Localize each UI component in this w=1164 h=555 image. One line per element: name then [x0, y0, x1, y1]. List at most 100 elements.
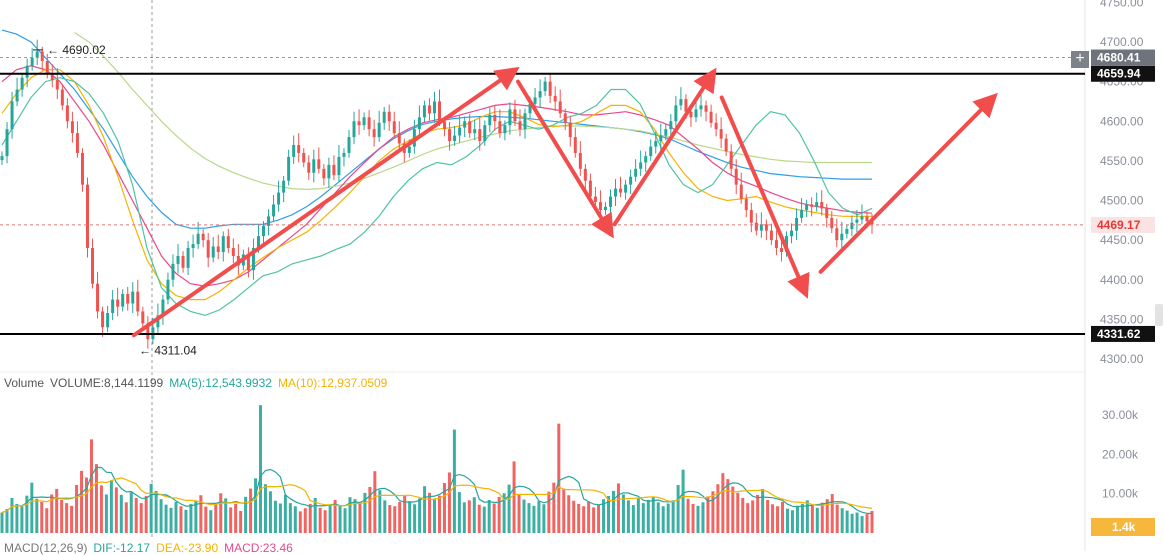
volume-bar: [512, 461, 516, 533]
candle-body: [256, 236, 260, 249]
candle-body: [639, 162, 643, 169]
candle-body: [397, 133, 401, 144]
volume-ma5-line: [1, 466, 873, 515]
volume-bar: [447, 472, 451, 533]
candlesticks: [0, 39, 874, 349]
axis-scroll-handle: [1155, 304, 1163, 326]
volume-bar: [35, 498, 39, 533]
candle-body: [488, 114, 492, 126]
candle-body: [518, 121, 522, 130]
candle-body: [101, 311, 105, 328]
volume-bar: [149, 483, 153, 533]
macd-legend-dea: DEA:-23.90: [156, 541, 219, 555]
volume-bar: [358, 502, 362, 533]
candle-body: [805, 204, 809, 211]
candle-body: [0, 156, 4, 161]
price-level-tag-label: 4331.62: [1097, 327, 1141, 341]
moving-average-ma_c: [1, 65, 873, 287]
candle-body: [372, 129, 376, 138]
volume-bar: [413, 504, 417, 533]
volume-bar: [368, 486, 372, 533]
volume-legend-label: Volume: [4, 376, 45, 390]
volume-bar: [159, 499, 163, 533]
volume-bar: [144, 496, 148, 533]
candle-body: [30, 57, 34, 66]
candle-body: [629, 176, 633, 185]
candle-body: [10, 101, 14, 130]
volume-bar: [70, 505, 74, 533]
volume-bar: [139, 503, 143, 533]
candle-body: [749, 210, 753, 223]
candle-body: [840, 233, 844, 241]
volume-bar: [428, 492, 432, 533]
candle-body: [171, 263, 175, 280]
volume-bar: [756, 494, 760, 533]
candle-body: [593, 196, 597, 203]
candle-body: [272, 204, 276, 217]
volume-bar: [259, 405, 263, 533]
volume-bar: [840, 508, 844, 533]
volume-bar: [492, 503, 496, 533]
volume-bar: [423, 486, 427, 533]
volume-bar: [234, 503, 238, 533]
volume-bar: [189, 503, 193, 533]
candle-body: [478, 129, 482, 142]
candle-body: [246, 254, 250, 271]
candle-body: [448, 129, 452, 142]
volume-bar: [716, 484, 720, 533]
volume-bar: [239, 510, 243, 533]
candle-body: [75, 133, 79, 153]
candle-body: [307, 162, 311, 173]
volume-bar: [626, 500, 630, 533]
price-level-tag: [1091, 325, 1155, 342]
volume-bar: [611, 490, 615, 533]
candle-body: [417, 117, 421, 130]
candle-body: [498, 121, 502, 134]
volume-bar: [701, 502, 705, 533]
candle-body: [649, 146, 653, 157]
candle-body: [709, 111, 713, 123]
volume-bar: [348, 497, 352, 533]
price-tick-label: 4600.00: [1100, 114, 1144, 128]
candle-body: [141, 311, 145, 324]
volume-bar: [65, 503, 69, 533]
candle-body: [181, 255, 185, 268]
volume-bar: [457, 492, 461, 533]
volume-bar: [323, 510, 327, 533]
candle-body: [121, 294, 125, 307]
volume-bar: [288, 503, 292, 533]
volume-tick-label: 20.00k: [1102, 447, 1139, 461]
volume-bar: [656, 502, 660, 533]
candle-body: [674, 105, 678, 122]
volume-bar: [776, 506, 780, 533]
moving-average-ma_b: [1, 69, 872, 301]
volume-bar: [124, 502, 128, 533]
candle-body: [312, 159, 316, 173]
volume-bar: [343, 508, 347, 533]
crosshair-add-button[interactable]: +: [1071, 51, 1089, 68]
volume-bar: [169, 507, 173, 533]
volume-bar: [741, 497, 745, 533]
candle-body: [528, 103, 532, 114]
price-tick-label: 4350.00: [1100, 312, 1144, 326]
volume-bar: [298, 511, 302, 533]
candle-body: [463, 121, 467, 128]
candle-body: [201, 233, 205, 241]
volume-bar: [621, 494, 625, 533]
trend-arrows: [131, 66, 998, 338]
volume-bar: [706, 496, 710, 533]
candle-body: [644, 156, 648, 163]
candle-body: [25, 65, 29, 78]
volume-bar: [467, 500, 471, 533]
volume-bar: [442, 483, 446, 533]
volume-bar: [785, 508, 789, 533]
candle-body: [860, 216, 864, 220]
volume-bar: [398, 501, 402, 533]
candle-body: [317, 159, 321, 169]
candle-body: [55, 80, 59, 90]
candle-body: [779, 248, 783, 253]
volume-bar: [746, 503, 750, 533]
volume-bar: [119, 494, 123, 533]
volume-bar: [676, 485, 680, 533]
